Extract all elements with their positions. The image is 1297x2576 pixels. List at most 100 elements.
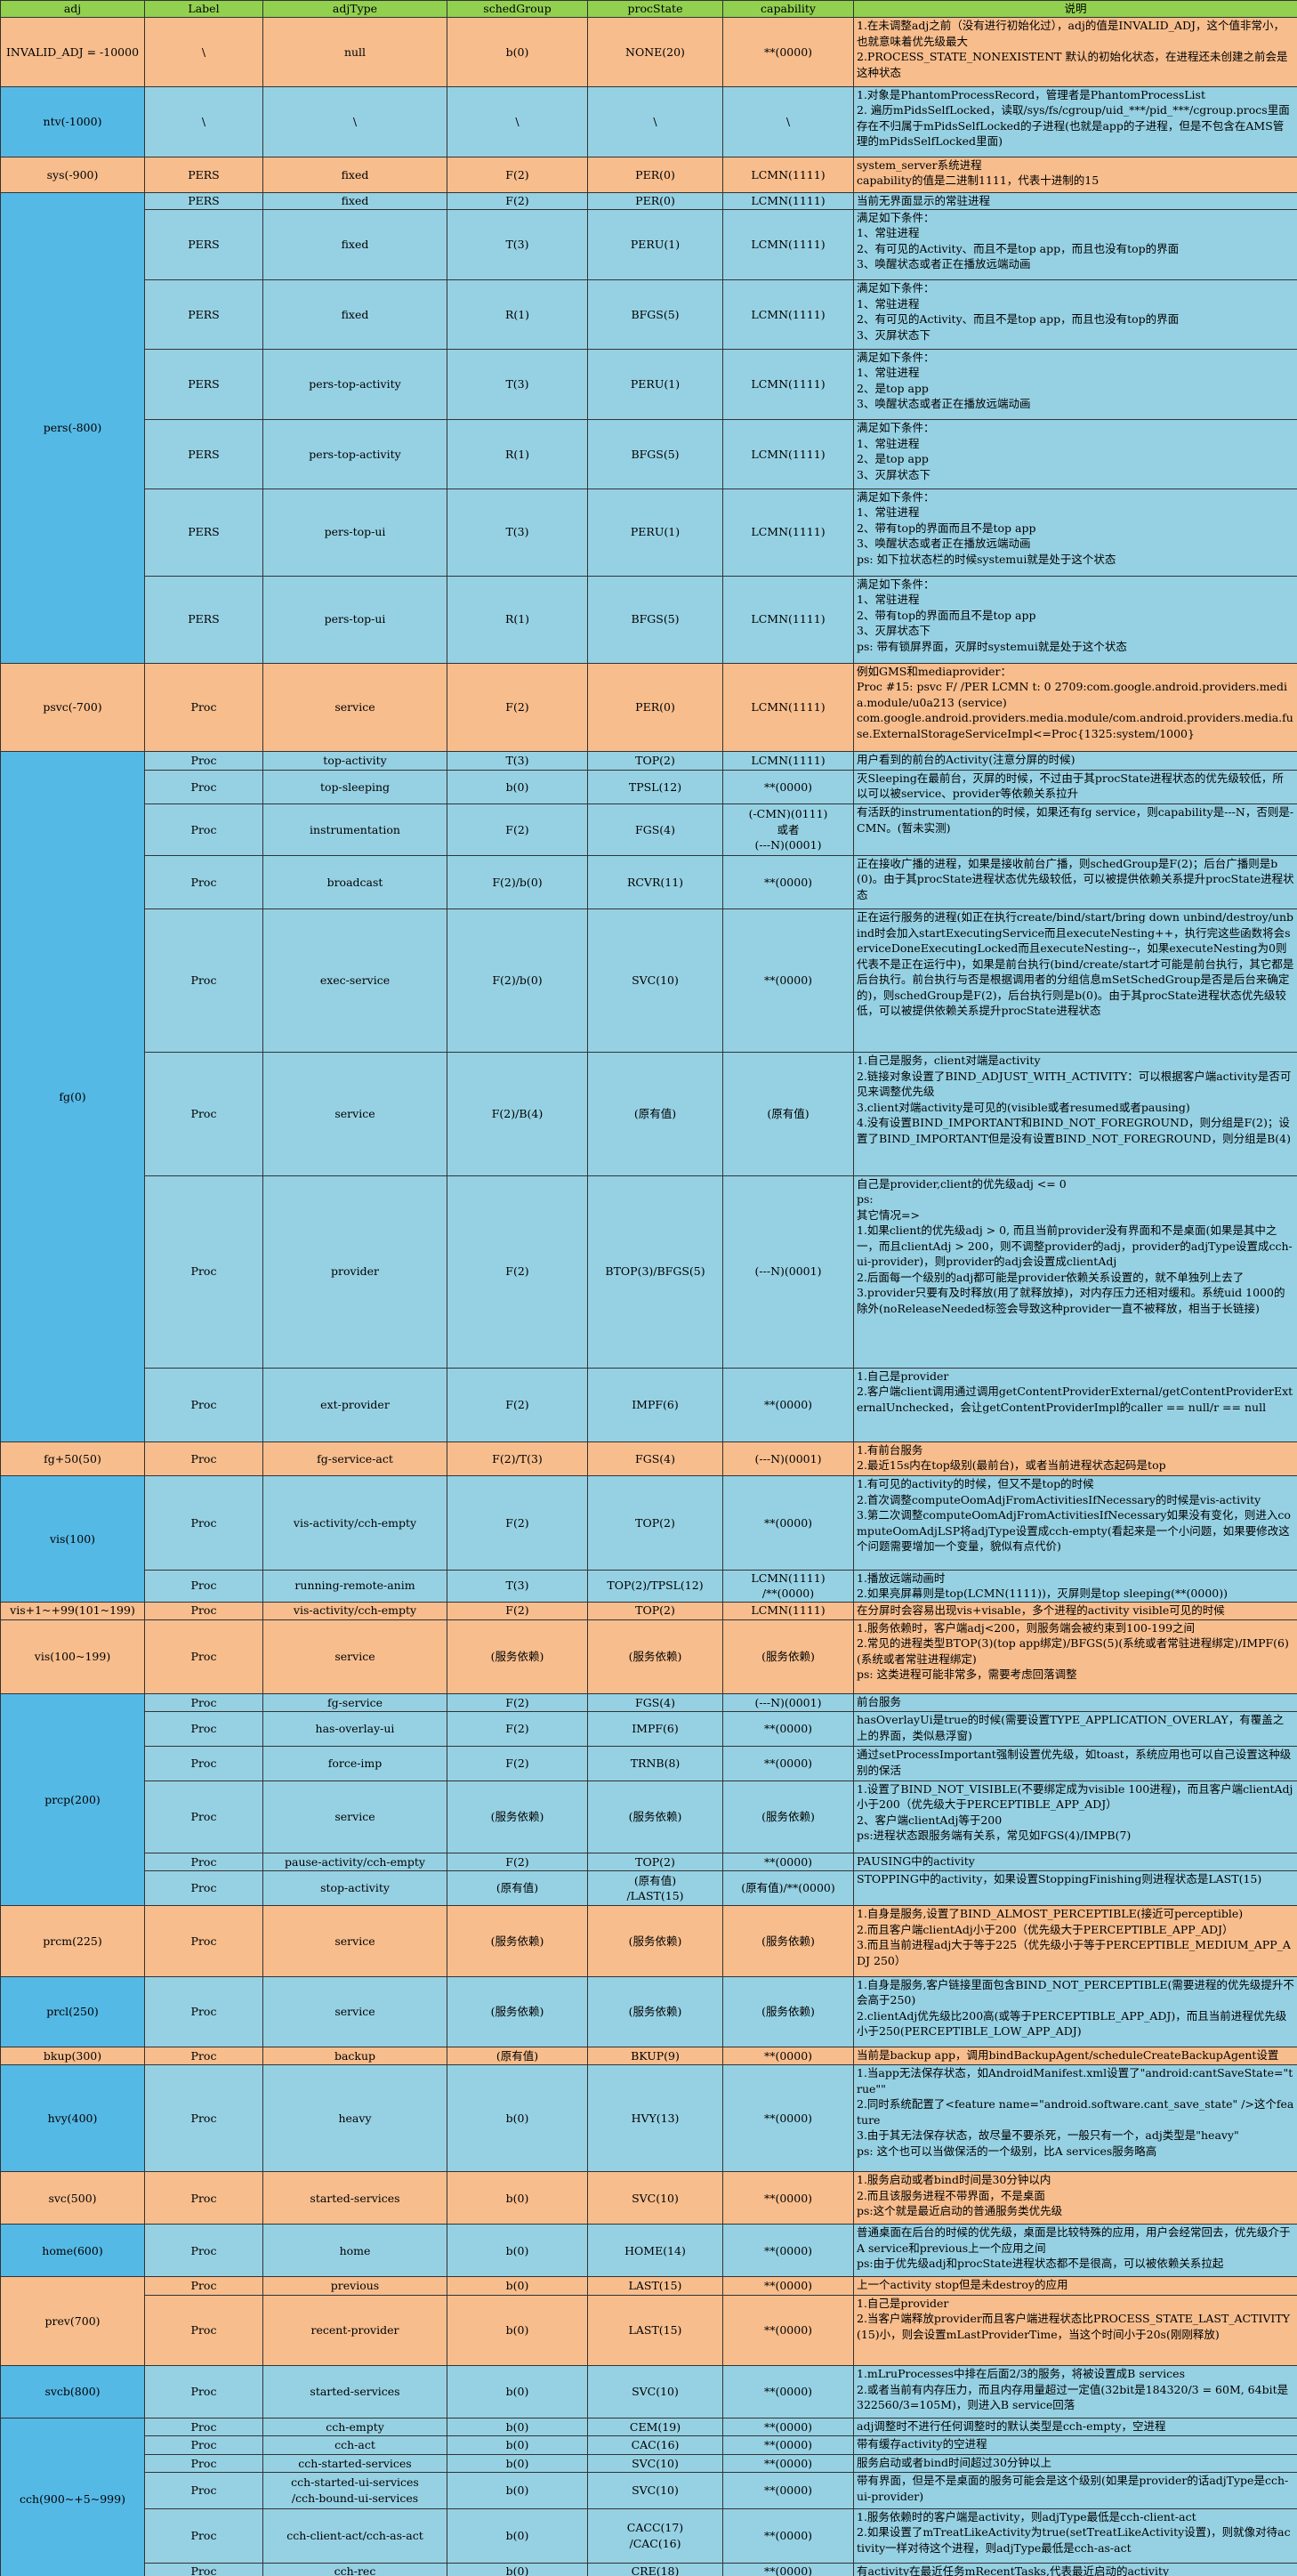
cell-line: ps: (857, 1192, 874, 1206)
desc-cell: 1.自己是服务，client对端是activity 2.链接对象设置了BIND_A… (853, 1052, 1297, 1176)
cell-line: STOPPING中的activity，如果设置StoppingFinishing… (857, 1872, 1262, 1886)
capability-cell: LCMN(1111) (722, 1601, 854, 1620)
procstate-cell: (服务依赖) (587, 1619, 723, 1694)
table-row: bkup(300) Proc backup (原有值) BKUP(9) **(0000) 当… (0, 2046, 1297, 2066)
adjtype-cell: vis-activity/cch-empty (262, 1601, 447, 1620)
desc-cell: adj调整时不进行任何调整时的默认类型是cch-empty，空进程 (853, 2418, 1297, 2437)
cell-line: 前台服务 (857, 1694, 902, 1708)
schedgroup-cell: R(1) (447, 575, 588, 664)
cell-line: 3、灭屏状态下 (857, 624, 930, 638)
table-row: vis(100) Proc vis-activity/cch-empty F(2) TO… (0, 1475, 1297, 1603)
schedgroup-cell: F(2)/b(0) (447, 854, 588, 910)
cell-line: Proc #15: psvc F/ /PER LCMN t: 0 2709:co… (857, 680, 1287, 709)
desc-cell: 有activity在最近任务mRecentTasks,代表最近启动的activi… (853, 2562, 1297, 2576)
schedgroup-cell: b(0) (447, 2294, 588, 2367)
adj-cell: vis(100~199) (0, 1619, 145, 1694)
table-row: Proc top-sleeping b(0) TPSL(12) **(0000) 灭Sle… (1, 769, 1297, 805)
cell-line: 1、常驻进程 (857, 593, 920, 607)
adjtype-cell: exec-service (262, 908, 447, 1053)
procstate-cell: TPSL(12) (587, 769, 723, 805)
label-cell: PERS (144, 279, 263, 350)
table-row: vis(100~199) Proc service (服务依赖) (服务依赖) (服务依赖… (0, 1619, 1297, 1694)
table-row: PERS pers-top-activity R(1) BFGS(5) LCMN(111… (1, 419, 1297, 489)
table-row: svcb(800) Proc started-services b(0) SVC(10)… (0, 2365, 1297, 2419)
table-row: Proc stop-activity (原有值) (原有值)/LAST(15) (原有值… (1, 1870, 1297, 1907)
capability-cell: LCMN(1111) (722, 192, 854, 210)
cell-line: 满足如下条件： (857, 577, 935, 591)
cell-line: 3、唤醒状态或者正在播放远端动画 (857, 397, 1031, 411)
schedgroup-cell: b(0) (447, 2472, 588, 2509)
schedgroup-cell: (服务依赖) (447, 1780, 588, 1854)
label-cell: Proc (144, 769, 263, 805)
capability-cell: LCMN(1111) (722, 751, 854, 771)
capability-cell: **(0000) (722, 1853, 854, 1872)
procstate-cell: FGS(4) (587, 1692, 723, 1713)
label-cell: Proc (144, 1905, 263, 1977)
desc-cell: 前台服务 (853, 1692, 1297, 1713)
procstate-cell: CACC(17)/CAC(16) (587, 2507, 723, 2564)
table-row: Proc recent-provider b(0) LAST(15) **(0000) 1… (1, 2294, 1297, 2367)
adjtype-cell: vis-activity/cch-empty (262, 1475, 447, 1571)
cell-line: 3、灭屏状态下 (857, 467, 930, 481)
capability-cell: **(0000) (722, 1711, 854, 1748)
adj-cell: prcl(250) (0, 1975, 145, 2047)
capability-cell: **(0000) (722, 2276, 854, 2296)
label-cell: PERS (144, 208, 263, 281)
adj-cell: svc(500) (0, 2171, 145, 2225)
schedgroup-cell: F(2) (447, 1601, 588, 1620)
table-row: INVALID_ADJ = -10000 \ null b(0) NONE(20) **(… (0, 17, 1297, 87)
capability-cell: LCMN(1111) (722, 662, 854, 753)
cell-line: 2.而且客户端clientAdj小于200（优先级大于PERCEPTIBLE_A… (857, 1922, 1234, 1936)
adjtype-cell: pers-top-activity (262, 348, 447, 421)
cell-line: LCMN(1111) (751, 1571, 826, 1585)
schedgroup-cell: (服务依赖) (447, 1905, 588, 1977)
adjtype-cell: heavy (262, 2064, 447, 2173)
desc-cell: 普通桌面在后台的时候的优先级，桌面是比较特殊的应用，用户会经常回去，优先级介于A… (853, 2224, 1297, 2278)
procstate-cell: SVC(10) (587, 2472, 723, 2509)
capability-cell: (服务依赖) (722, 1619, 854, 1694)
adjtype-cell: null (262, 17, 447, 87)
capability-cell: (服务依赖) (722, 1780, 854, 1854)
cell-line: 普通桌面在后台的时候的优先级，桌面是比较特殊的应用，用户会经常回去，优先级介于A… (857, 2225, 1291, 2255)
schedgroup-cell: b(0) (447, 2562, 588, 2576)
adj-cell: psvc(-700) (0, 662, 145, 753)
adj-cell: sys(-900) (0, 156, 145, 194)
label-cell: PERS (144, 192, 263, 210)
adjtype-cell: running-remote-anim (262, 1569, 447, 1603)
cell-line: system_server系统进程 (857, 157, 982, 172)
schedgroup-cell: T(3) (447, 1569, 588, 1603)
capability-cell: **(0000) (722, 1367, 854, 1442)
desc-cell: 满足如下条件： 1、常驻进程 2、带有top的界面而且不是top app 3、灭屏状态… (853, 575, 1297, 664)
label-cell: Proc (144, 1052, 263, 1176)
adj-cell: pers(-800) (0, 192, 145, 664)
cell-line: 1.有可见的activity的时候，但又不是top的时候 (857, 1477, 1094, 1491)
procstate-cell: (服务依赖) (587, 1975, 723, 2047)
procstate-cell: (原有值) (587, 1052, 723, 1176)
capability-cell: **(0000) (722, 2418, 854, 2437)
cell-line: cch-started-ui-services (291, 2475, 419, 2490)
table-row: Proc running-remote-anim T(3) TOP(2)/TPSL(1… (1, 1569, 1297, 1603)
cell-line: 正在运行服务的进程(如正在执行create/bind/start/bring d… (857, 910, 1294, 1018)
capability-cell: (服务依赖) (722, 1975, 854, 2047)
desc-cell: 在分屏时会容易出现vis+visable，多个进程的activity visib… (853, 1601, 1297, 1620)
adjtype-cell: service (262, 1975, 447, 2047)
procstate-cell: (原有值) /LAST(15) (587, 1870, 723, 1907)
table-body: INVALID_ADJ = -10000 \ null b(0) NONE(20) **(… (0, 17, 1297, 2576)
desc-cell: 带有界面，但是不是桌面的服务可能会是这个级别(如果是provider的话adjT… (853, 2472, 1297, 2509)
cell-line: adj调整时不进行任何调整时的默认类型是cch-empty，空进程 (857, 2419, 1166, 2434)
capability-cell: **(0000) (722, 2046, 854, 2066)
adj-cell: ntv(-1000) (0, 85, 145, 157)
cell-line: 1.有前台服务 (857, 1442, 923, 1457)
label-cell: PERS (144, 488, 263, 577)
schedgroup-cell: F(2)/T(3) (447, 1441, 588, 1477)
table-row: svc(500) Proc started-services b(0) SVC(10) *… (0, 2171, 1297, 2225)
cell-line: ps: 这个也可以当做保活的一个级别，比A services服务略高 (857, 2144, 1157, 2158)
adjtype-cell: fixed (262, 208, 447, 281)
table-row: Proc broadcast F(2)/b(0) RCVR(11) **(0000) 正在… (1, 854, 1297, 910)
schedgroup-cell: b(0) (447, 2171, 588, 2225)
cell-line: 2.常见的进程类型BTOP(3)(top app绑定)/BFGS(5)(系统或者… (857, 1636, 1289, 1666)
desc-cell: 1.设置了BIND_NOT_VISIBLE(不要绑定成为visible 100进… (853, 1780, 1297, 1854)
procstate-cell: SVC(10) (587, 2365, 723, 2419)
cell-line: 2.PROCESS_STATE_NONEXISTENT 默认的初始化状态，在进程… (857, 50, 1288, 79)
procstate-cell: TOP(2) (587, 751, 723, 771)
